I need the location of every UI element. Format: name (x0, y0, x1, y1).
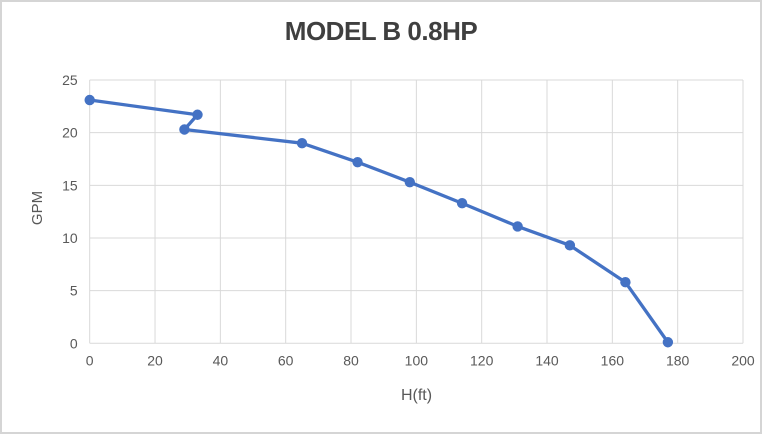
data-point-marker (404, 176, 416, 188)
x-tick-label: 120 (470, 352, 494, 368)
y-tick-label: 15 (62, 177, 78, 193)
data-point-marker (620, 277, 631, 288)
x-tick-label: 200 (731, 352, 755, 368)
y-tick-label: 5 (70, 283, 78, 299)
x-tick-label: 0 (86, 352, 94, 368)
x-tick-label: 20 (147, 352, 163, 368)
series-line (88, 98, 670, 344)
data-point-marker (296, 137, 308, 149)
x-tick-label: 100 (405, 352, 429, 368)
data-point-marker (512, 221, 523, 232)
data-point-marker (192, 109, 203, 120)
y-tick-label: 0 (70, 335, 78, 351)
y-axis-title: GPM (29, 190, 46, 226)
x-tick-label: 140 (535, 352, 559, 368)
x-tick-label: 40 (213, 352, 229, 368)
y-tick-label: 10 (62, 230, 78, 246)
x-tick-label: 60 (278, 352, 294, 368)
data-point-marker (564, 240, 576, 251)
x-tick-label: 160 (601, 352, 625, 368)
data-point-marker (84, 94, 95, 106)
data-point-marker (179, 124, 190, 135)
x-tick-label: 180 (666, 352, 690, 368)
data-point-marker (662, 337, 674, 348)
chart-title: MODEL B 0.8HP (284, 16, 478, 46)
data-point-marker (456, 198, 468, 209)
y-tick-label: 20 (62, 125, 78, 141)
y-tick-label: 25 (62, 72, 78, 88)
x-tick-label: 80 (343, 352, 359, 368)
x-axis-title: H(ft) (400, 387, 433, 404)
data-point-marker (352, 156, 363, 168)
